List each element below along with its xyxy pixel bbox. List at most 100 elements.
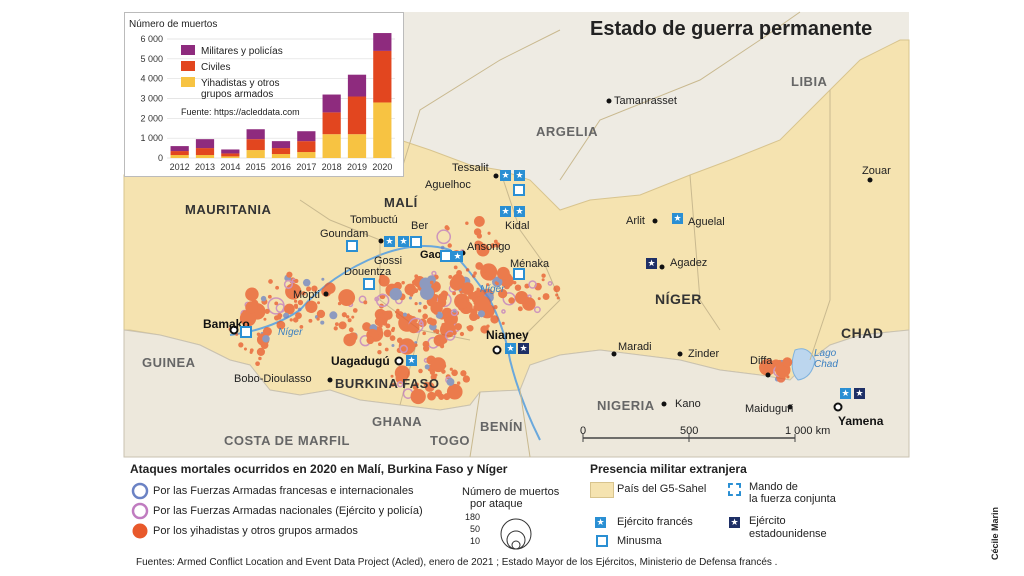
- french-army-icon: ★: [505, 343, 516, 354]
- attack-bubble: [404, 283, 417, 296]
- attack-bubble: [533, 306, 541, 314]
- attack-bubble: [394, 310, 399, 314]
- minusma-icon: [363, 278, 375, 290]
- attack-bubble: [243, 347, 247, 351]
- chart-xtick-label: 2012: [170, 162, 190, 172]
- city-zouar: Zouar: [862, 165, 891, 177]
- attack-bubble: [297, 307, 302, 312]
- attack-bubble: [418, 301, 422, 305]
- chart-bar-segment: [246, 150, 265, 158]
- attack-bubble: [436, 229, 452, 245]
- chart-bar-segment: [170, 146, 189, 152]
- city-kano: Kano: [675, 398, 701, 410]
- attack-bubble: [537, 297, 541, 301]
- attack-bubble: [556, 296, 560, 300]
- attack-bubble: [397, 381, 404, 388]
- attack-bubble: [446, 378, 455, 386]
- chart-bar-segment: [170, 151, 189, 156]
- attack-bubble: [429, 280, 434, 285]
- label-nigeria: NIGERIA: [597, 398, 655, 413]
- chart-bar-segment: [347, 74, 367, 97]
- attack-bubble: [345, 315, 350, 319]
- chart-bar-segment: [347, 96, 367, 135]
- chart-bar-segment: [221, 153, 240, 157]
- attack-bubble: [440, 344, 445, 349]
- scale-label-1000: 1 000 km: [785, 425, 831, 437]
- attack-bubble: [494, 281, 498, 285]
- attack-bubble: [395, 311, 405, 320]
- attack-bubble: [351, 315, 355, 319]
- attack-bubble: [482, 269, 487, 273]
- attack-bubble: [423, 381, 429, 388]
- city-tombuctu: Tombuctú: [350, 214, 398, 226]
- french-army-icon: ★: [500, 170, 511, 181]
- chart-ytick-label: 0: [158, 153, 163, 163]
- chart-bar-segment: [195, 155, 215, 158]
- attack-bubble: [490, 243, 496, 249]
- attack-bubble: [309, 308, 314, 313]
- attack-bubble: [389, 335, 396, 341]
- attack-bubble: [262, 327, 272, 337]
- attack-bubble: [302, 278, 311, 287]
- attack-bubble: [512, 280, 517, 285]
- city-arlit: Arlit: [626, 215, 645, 227]
- chart-bar-segment: [271, 141, 291, 149]
- attack-bubble: [501, 321, 505, 325]
- attack-bubble: [410, 388, 426, 405]
- chart-legend-label: grupos armados: [201, 89, 273, 100]
- city-dots: [229, 98, 873, 412]
- attack-bubble: [414, 343, 418, 347]
- attack-bubble: [451, 369, 458, 377]
- scale-label-500: 500: [680, 425, 699, 437]
- attack-bubble: [449, 276, 464, 291]
- attack-bubble: [490, 315, 499, 324]
- attack-bubble: [317, 301, 321, 305]
- label-mali: MALÍ: [384, 195, 418, 210]
- attack-bubble: [390, 328, 395, 333]
- legend-jihadist: Por los yihadistas y otros grupos armado…: [153, 525, 358, 537]
- attack-bubble: [385, 323, 391, 329]
- attack-bubble: [444, 292, 449, 296]
- attack-bubble: [333, 326, 338, 331]
- attack-bubble: [295, 312, 302, 319]
- attack-bubble: [446, 383, 463, 400]
- attack-bubble: [245, 287, 259, 301]
- chart-bar-segment: [195, 139, 215, 149]
- attack-bubble: [541, 278, 545, 282]
- attack-bubble: [460, 370, 467, 377]
- attack-bubble: [444, 330, 456, 341]
- attack-bubble: [422, 304, 428, 310]
- attack-bubble: [477, 264, 482, 269]
- french-army-icon: ★: [514, 170, 525, 181]
- attack-bubble: [413, 288, 419, 294]
- attack-bubble: [553, 285, 561, 293]
- attack-bubble: [320, 320, 325, 325]
- chart-bar-segment: [373, 102, 392, 158]
- attack-bubble: [239, 310, 257, 327]
- attack-bubble: [477, 310, 486, 318]
- chart-xtick-label: 2018: [322, 162, 342, 172]
- attack-bubble: [493, 239, 498, 244]
- attack-bubble: [347, 318, 352, 323]
- attack-bubble: [487, 231, 491, 235]
- attack-bubble: [301, 291, 306, 296]
- legend-mando-2: la fuerza conjunta: [749, 493, 836, 505]
- attack-bubble: [528, 280, 537, 289]
- minusma-icon: [346, 240, 358, 252]
- city-goundam: Goundam: [320, 228, 369, 240]
- attack-bubble: [453, 265, 458, 270]
- attack-bubble: [283, 312, 290, 319]
- chart-source: Fuente: https://acleddata.com: [181, 107, 300, 117]
- attack-bubble: [476, 243, 490, 257]
- legend-g5: País del G5-Sahel: [617, 483, 707, 495]
- attack-bubble: [438, 393, 445, 400]
- label-lago-chad: Lago Chad: [814, 348, 838, 370]
- attack-bubble: [443, 328, 448, 333]
- chart-ytick-label: 5 000: [140, 54, 163, 64]
- attack-bubble: [391, 343, 395, 347]
- legend-attacks-title: Ataques mortales ocurridos en 2020 en Ma…: [130, 462, 508, 476]
- minusma-icon: [240, 326, 252, 338]
- chart-bar-segment: [373, 50, 392, 103]
- chart-bar-segment: [322, 112, 341, 135]
- legend-presence-title: Presencia militar extranjera: [590, 462, 747, 476]
